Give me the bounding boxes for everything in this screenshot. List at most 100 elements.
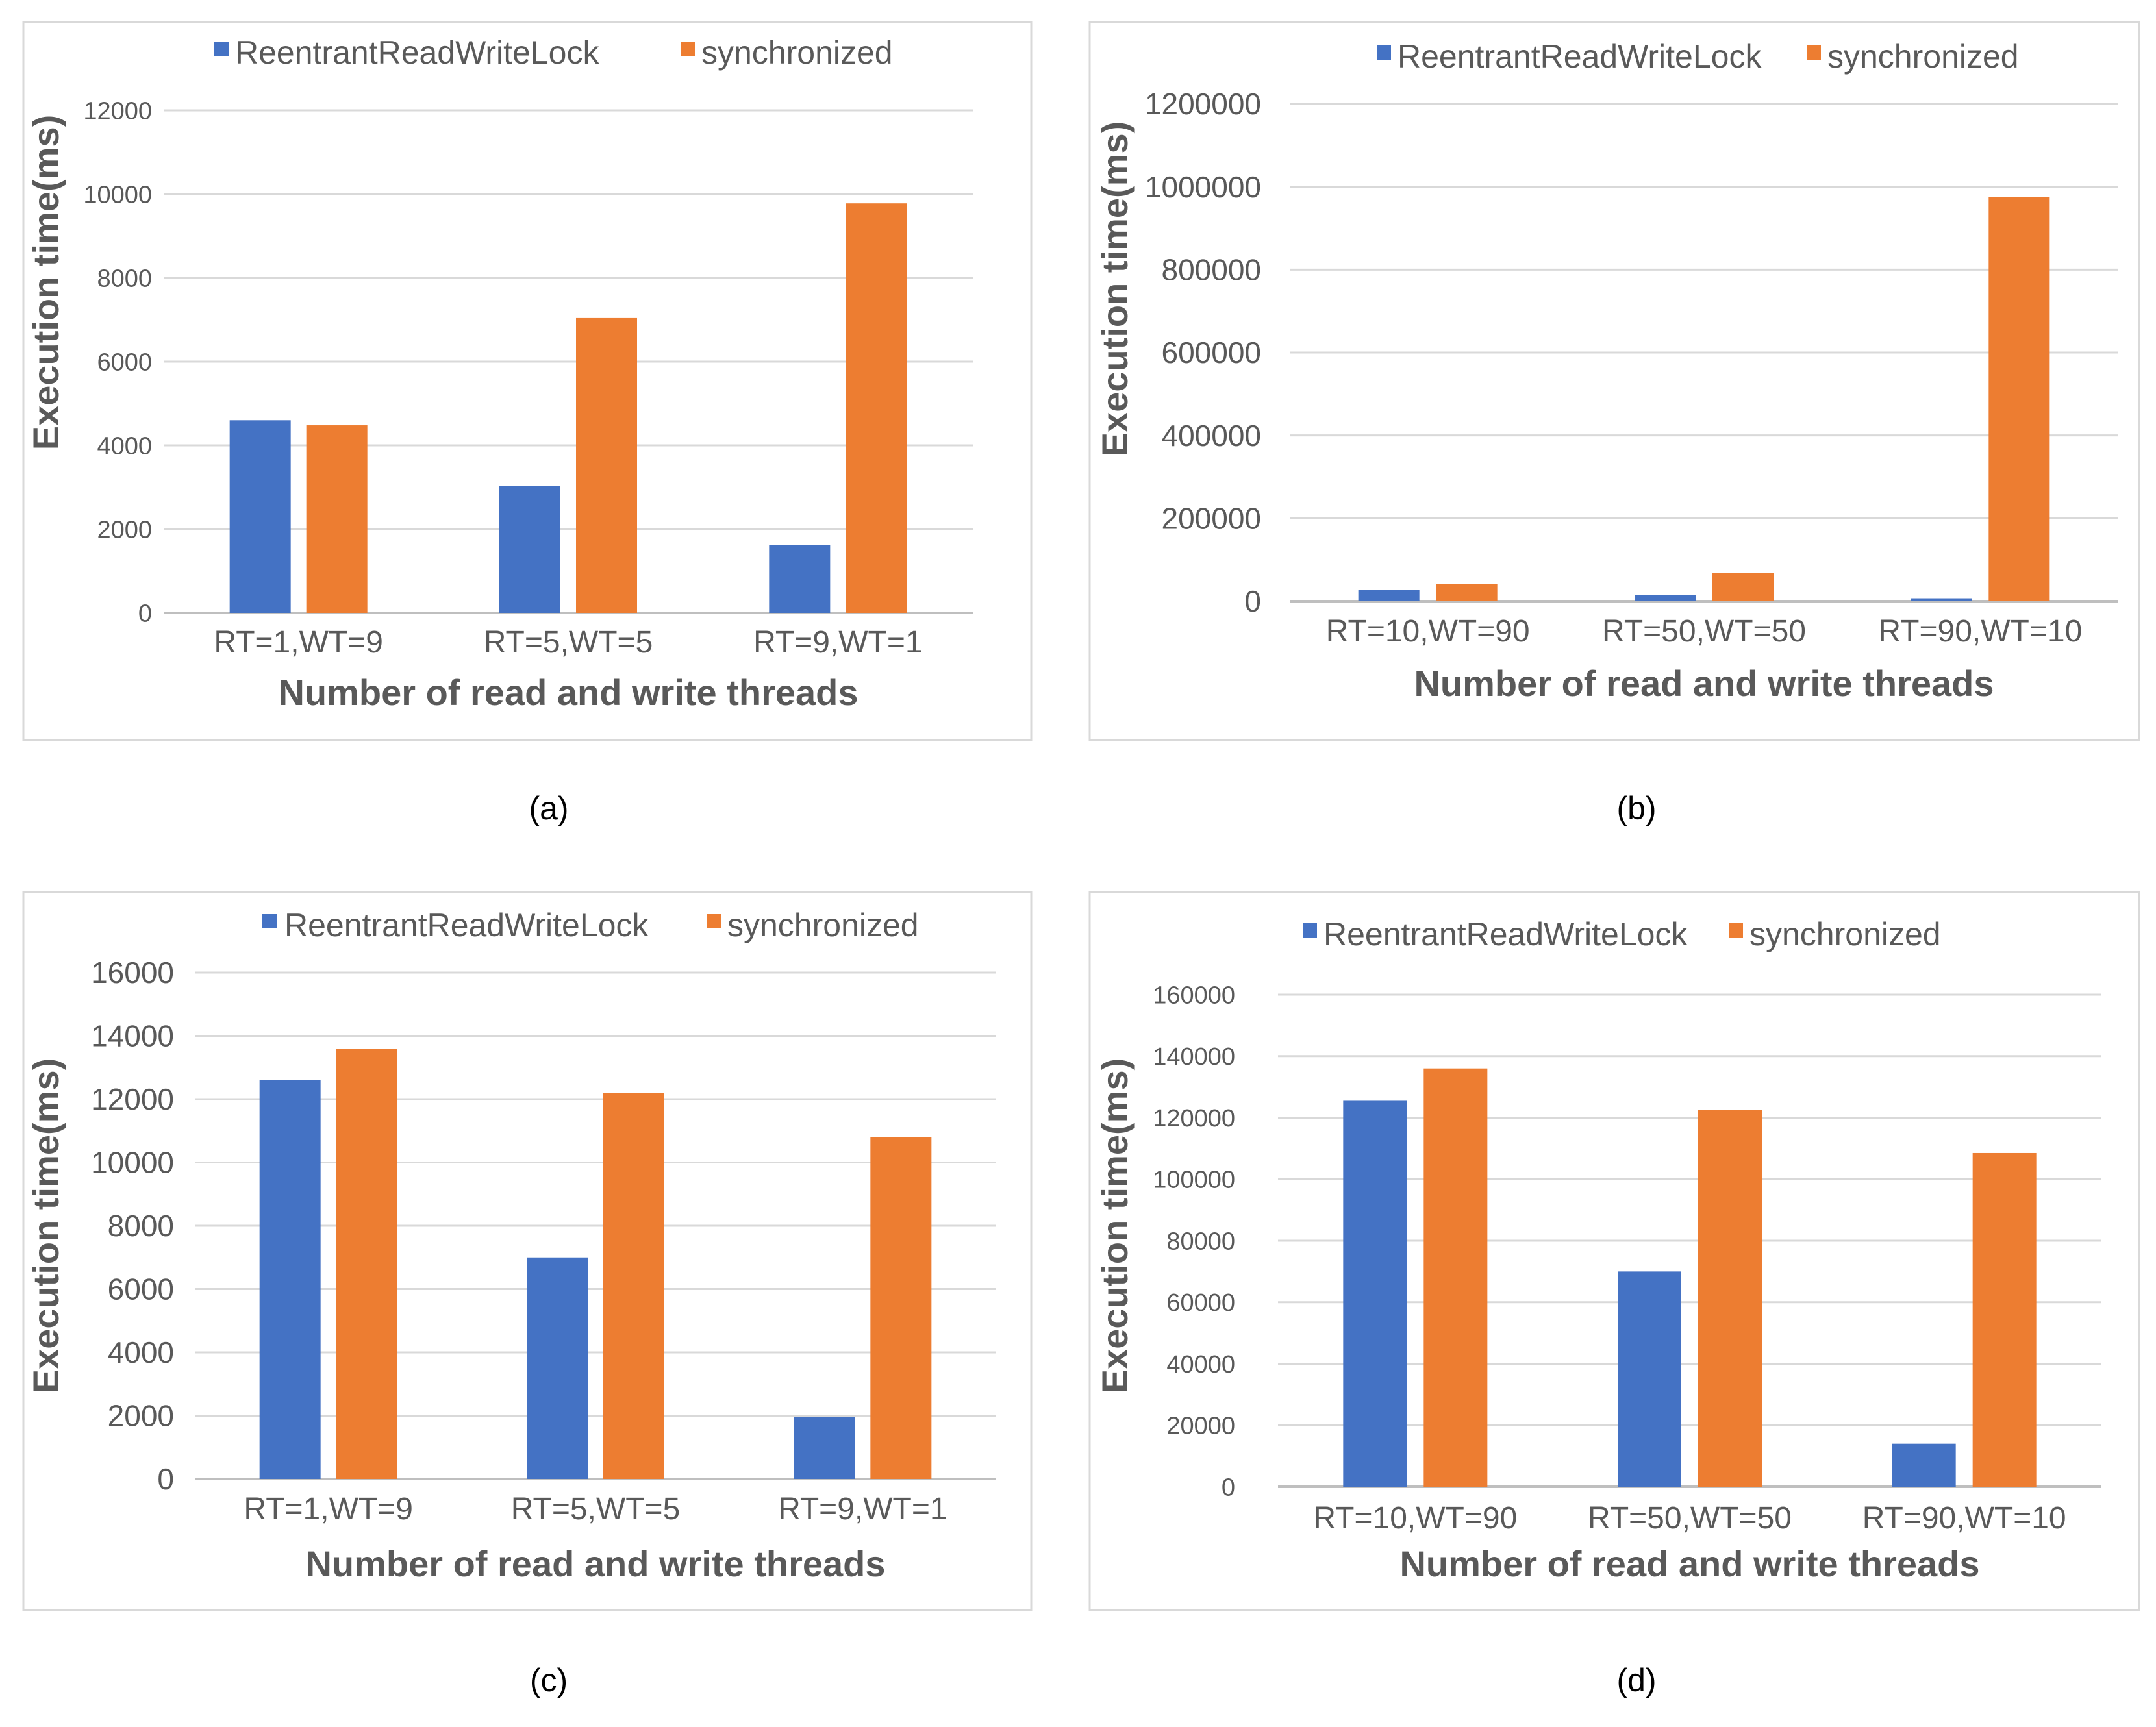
y-tick-label: 0 (1222, 1474, 1235, 1501)
y-axis-title: Execution time(ms) (1094, 121, 1135, 457)
y-tick-label: 6000 (97, 349, 152, 376)
chart-frame (22, 891, 1033, 1611)
y-tick-label: 6000 (108, 1273, 174, 1306)
bar-reentrant (1892, 1443, 1956, 1487)
y-tick-label: 100000 (1153, 1167, 1235, 1194)
x-tick-label: RT=5,WT=5 (484, 625, 653, 660)
chart-frame (1088, 891, 2140, 1611)
x-tick-label: RT=90,WT=10 (1862, 1501, 2066, 1535)
legend-label-synchronized: synchronized (1827, 38, 2019, 75)
y-axis-title: Execution time(ms) (25, 1058, 66, 1394)
bar-synchronized (603, 1093, 664, 1479)
legend: ReentrantReadWriteLock synchronized (262, 907, 919, 943)
bar-reentrant (229, 420, 291, 613)
y-tick-label: 1200000 (1145, 87, 1261, 121)
bar-reentrant (1343, 1100, 1407, 1487)
legend-label-synchronized: synchronized (1749, 916, 1941, 952)
x-axis-title: Number of read and write threads (278, 672, 858, 713)
y-tick-label: 0 (157, 1462, 174, 1496)
chart-panel-d: 0 20000 40000 60000 80000 100000 120000 140000 1… (1088, 891, 2140, 1611)
bar-reentrant (527, 1257, 588, 1479)
bar-synchronized (1972, 1152, 2037, 1487)
x-tick-label: RT=50,WT=50 (1588, 1501, 1792, 1535)
y-tick-label: 10000 (91, 1146, 174, 1180)
bar-reentrant (1358, 590, 1420, 601)
bar-synchronized (846, 203, 907, 613)
panel-caption: (c) (530, 1662, 568, 1698)
y-tick-label: 40000 (1166, 1351, 1235, 1378)
y-tick-label: 0 (1244, 584, 1261, 618)
legend-swatch-synchronized (1807, 45, 1821, 60)
y-tick-label: 400000 (1162, 419, 1262, 453)
y-tick-label: 80000 (1166, 1228, 1235, 1255)
y-tick-label: 12000 (83, 97, 152, 125)
bar-synchronized (1436, 584, 1498, 601)
bar-reentrant (769, 545, 831, 613)
legend-label-reentrant: ReentrantReadWriteLock (284, 907, 649, 943)
chart-panel-c: 0 2000 4000 6000 8000 10000 12000 14000 16000 RT=… (22, 891, 1033, 1611)
x-tick-label: RT=5,WT=5 (511, 1492, 681, 1526)
legend-label-synchronized: synchronized (701, 34, 893, 71)
bar-reentrant (499, 486, 560, 613)
legend-swatch-reentrant (1377, 45, 1391, 60)
y-tick-label: 8000 (97, 265, 152, 292)
bar-reentrant (794, 1417, 855, 1479)
chart-panel-b: 0 200000 400000 600000 800000 1000000 1200000 R… (1088, 21, 2140, 741)
y-tick-label: 2000 (108, 1399, 174, 1433)
y-tick-label: 1000000 (1145, 170, 1261, 204)
bar-synchronized (1712, 573, 1774, 601)
y-tick-label: 14000 (91, 1019, 174, 1053)
x-tick-label: RT=9,WT=1 (753, 625, 923, 660)
y-tick-label: 2000 (97, 516, 152, 543)
legend: ReentrantReadWriteLock synchronized (214, 34, 893, 71)
y-tick-label: 200000 (1162, 501, 1262, 535)
y-tick-label: 16000 (91, 956, 174, 989)
legend-label-synchronized: synchronized (727, 907, 919, 943)
x-axis-title: Number of read and write threads (305, 1543, 885, 1584)
y-tick-label: 120000 (1153, 1105, 1235, 1132)
legend: ReentrantReadWriteLock synchronized (1303, 916, 1941, 952)
x-tick-label: RT=9,WT=1 (778, 1492, 947, 1526)
x-tick-label: RT=10,WT=90 (1313, 1501, 1517, 1535)
legend: ReentrantReadWriteLock synchronized (1377, 38, 2019, 75)
bar-synchronized (306, 425, 368, 613)
legend-swatch-synchronized (681, 42, 695, 56)
x-axis-title: Number of read and write threads (1399, 1543, 1979, 1584)
y-tick-label: 12000 (91, 1082, 174, 1116)
x-tick-label: RT=50,WT=50 (1602, 614, 1806, 649)
panel-caption: (a) (529, 790, 568, 826)
y-tick-label: 10000 (83, 181, 152, 208)
bar-reentrant (259, 1080, 321, 1479)
legend-label-reentrant: ReentrantReadWriteLock (1398, 38, 1762, 75)
x-tick-label: RT=90,WT=10 (1878, 614, 2082, 649)
y-axis-title: Execution time(ms) (1094, 1058, 1135, 1394)
y-tick-label: 160000 (1153, 982, 1235, 1009)
y-tick-label: 800000 (1162, 253, 1262, 286)
panel-caption: (b) (1616, 790, 1656, 826)
bar-reentrant (1618, 1271, 1681, 1487)
y-tick-label: 20000 (1166, 1413, 1235, 1440)
y-tick-label: 600000 (1162, 336, 1262, 369)
bar-synchronized (1988, 197, 2050, 601)
legend-swatch-reentrant (1303, 923, 1317, 938)
x-axis-title: Number of read and write threads (1414, 663, 1994, 704)
bar-synchronized (870, 1137, 932, 1479)
bar-reentrant (1635, 595, 1696, 601)
y-tick-label: 4000 (97, 432, 152, 460)
y-tick-label: 140000 (1153, 1043, 1235, 1071)
bar-synchronized (336, 1049, 397, 1479)
y-tick-label: 0 (138, 600, 152, 627)
y-tick-label: 4000 (108, 1336, 174, 1369)
legend-swatch-reentrant (214, 42, 229, 56)
legend-label-reentrant: ReentrantReadWriteLock (235, 34, 599, 71)
bar-synchronized (1698, 1110, 1762, 1487)
x-tick-label: RT=1,WT=9 (214, 625, 383, 660)
legend-swatch-synchronized (1729, 923, 1743, 938)
bar-reentrant (1911, 598, 1972, 601)
legend-swatch-reentrant (262, 914, 277, 928)
panel-caption: (d) (1616, 1662, 1656, 1698)
chart-frame (1088, 21, 2140, 741)
bar-synchronized (1423, 1068, 1488, 1487)
chart-panel-a: 0 2000 4000 6000 8000 10000 12000 RT=1,WT=9 RT=5… (22, 21, 1033, 741)
y-tick-label: 8000 (108, 1209, 174, 1243)
